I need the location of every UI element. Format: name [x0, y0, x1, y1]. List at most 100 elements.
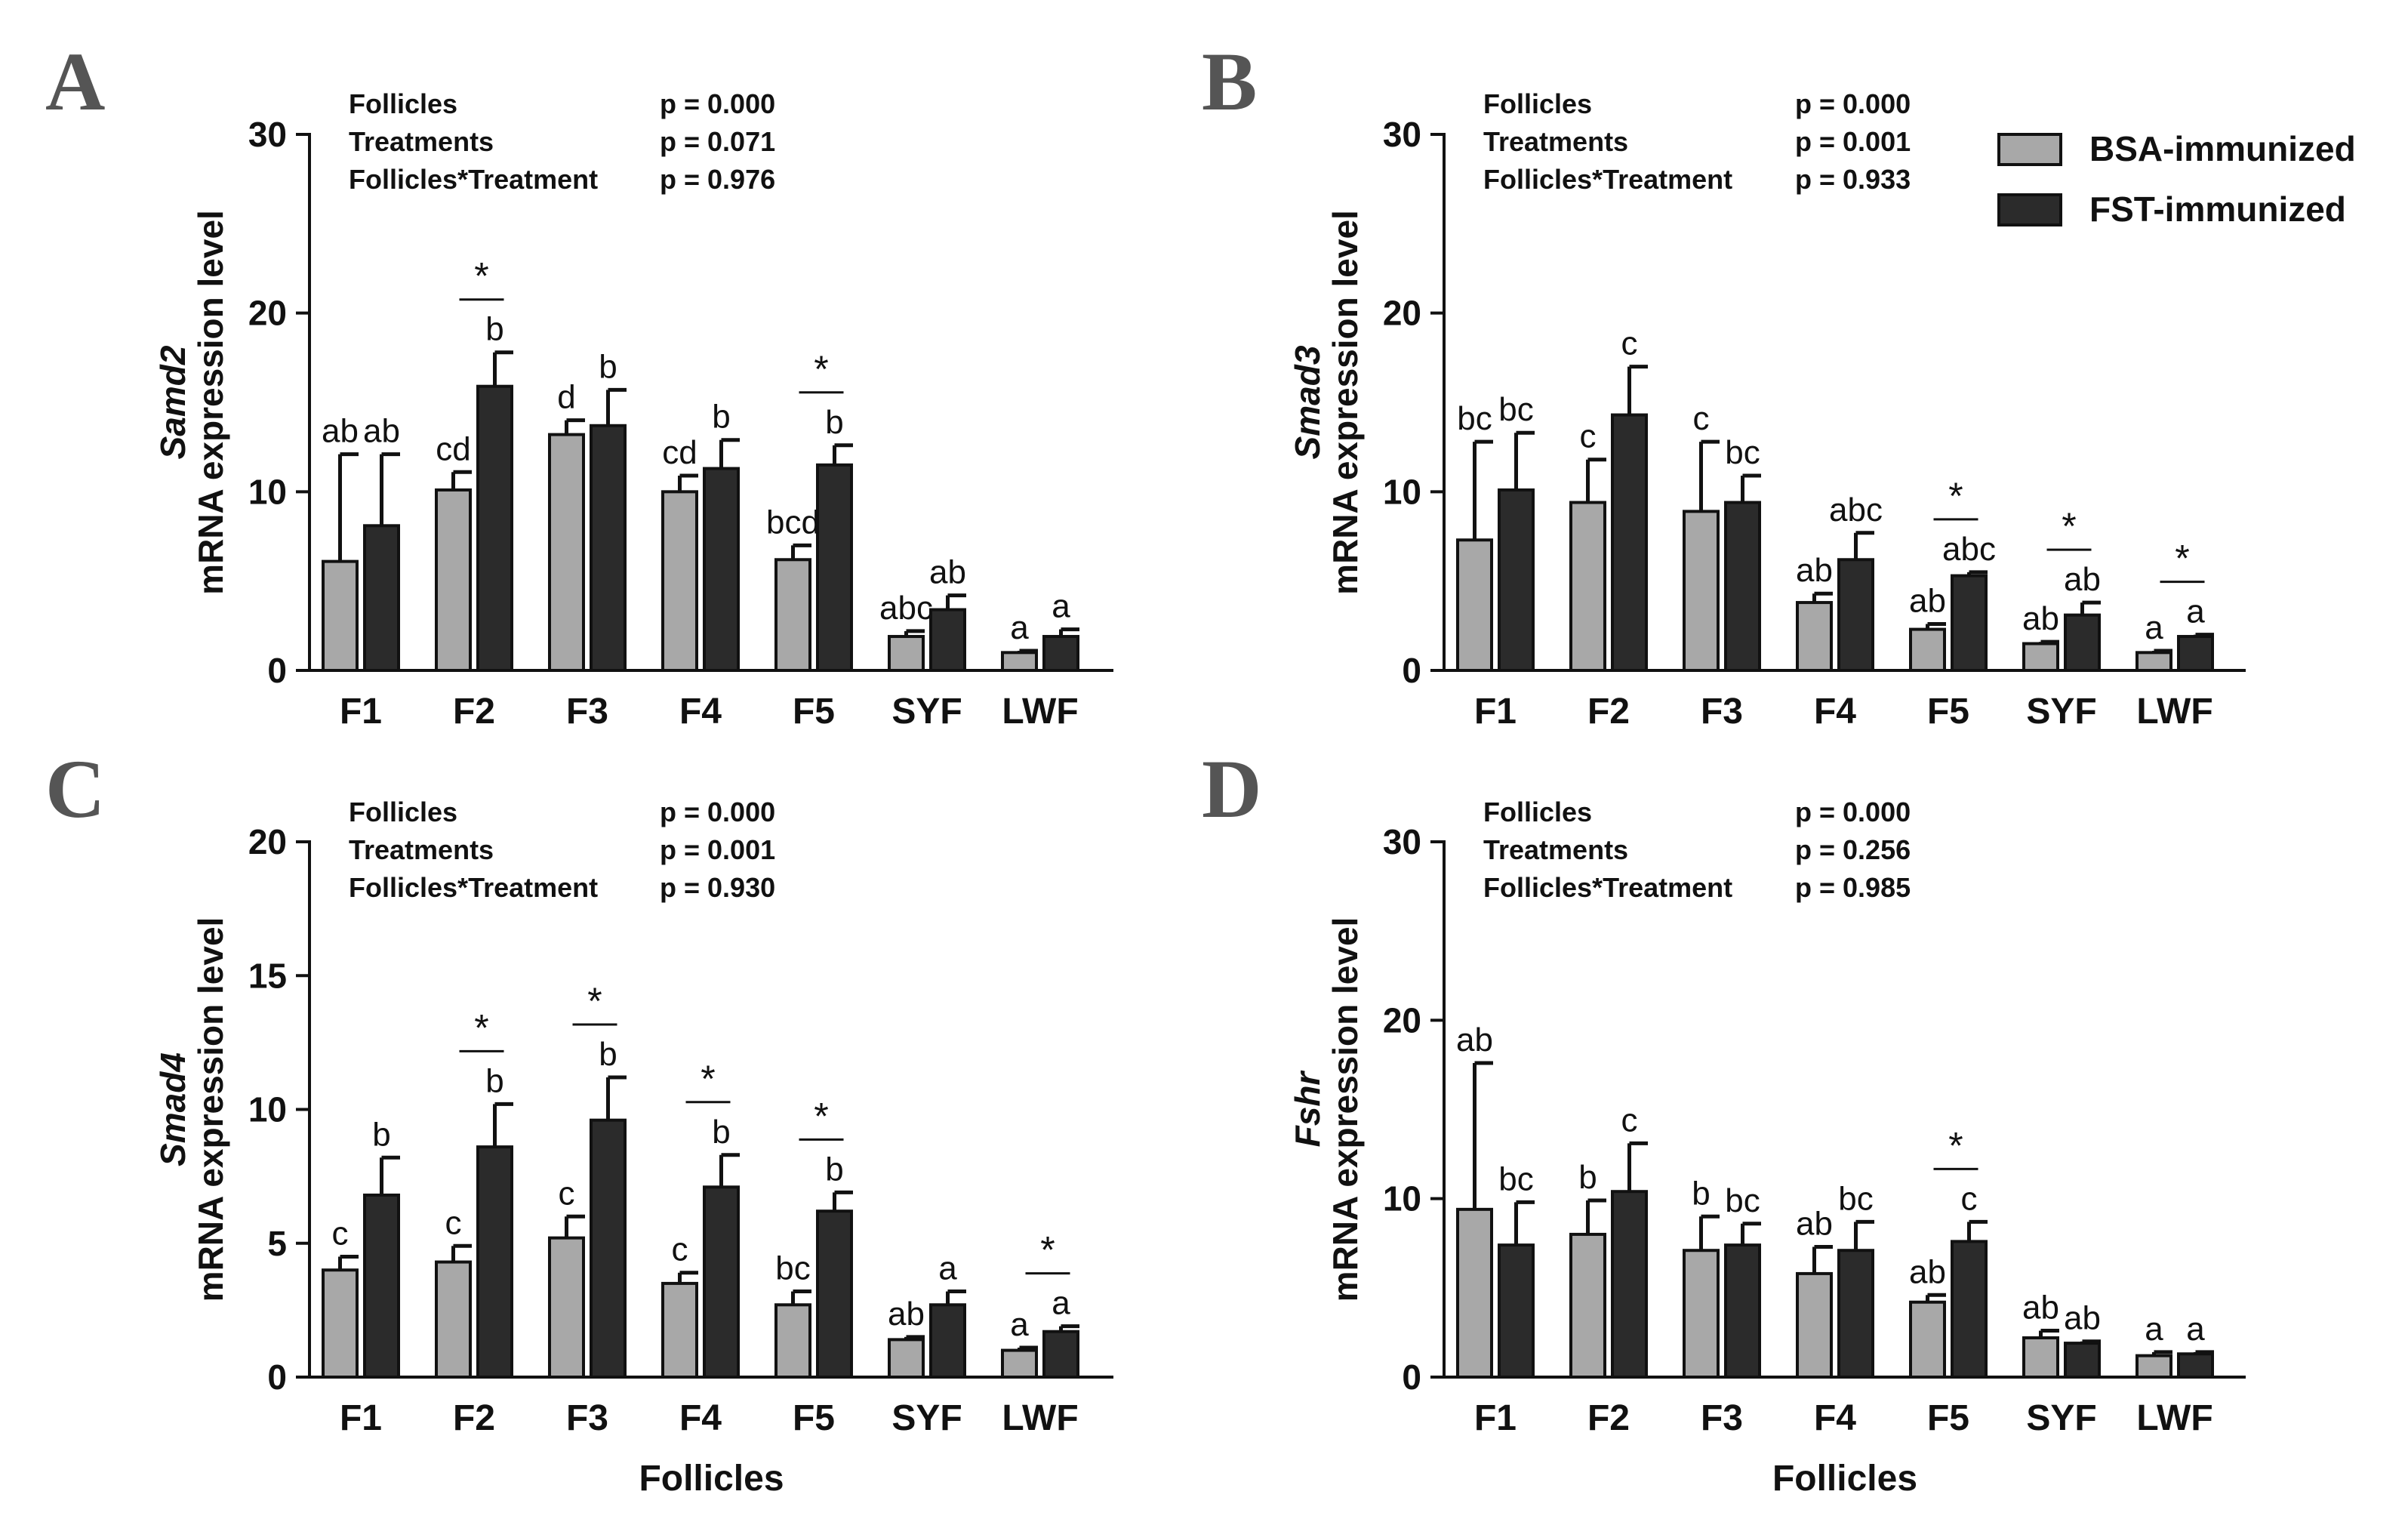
significance-star: * [1040, 1229, 1055, 1271]
x-tick-label: F3 [1701, 1398, 1743, 1438]
stat-p-value: p = 0.000 [660, 797, 775, 827]
significance-letter: b [372, 1116, 390, 1153]
bar-bsa [1909, 1300, 1946, 1379]
significance-letter: bc [1498, 391, 1533, 428]
stat-label: Follicles*Treatment [1483, 164, 1732, 195]
x-tick-label: F2 [1587, 692, 1630, 732]
x-tick-label: SYF [891, 692, 962, 732]
bar-fst [1951, 574, 1988, 672]
y-tick-label: 10 [248, 1090, 287, 1129]
bar-bsa [1456, 1207, 1493, 1379]
y-tick-label: 30 [248, 115, 287, 154]
x-tick-label: F1 [1474, 1398, 1517, 1438]
bar-fst [363, 1193, 400, 1379]
bar-bsa [2135, 651, 2172, 672]
bar-bsa [322, 559, 359, 673]
bar-fst [1498, 1243, 1535, 1379]
significance-letter: bc [1498, 1160, 1533, 1197]
y-tick-label: 5 [267, 1224, 287, 1263]
significance-letter: b [712, 1114, 730, 1151]
y-tick-label: 30 [1383, 115, 1421, 154]
bar-bsa [1796, 601, 1833, 672]
stat-p-value: p = 0.000 [1795, 797, 1911, 827]
panel-letter: A [45, 35, 105, 128]
y-tick-label: 20 [1383, 1000, 1421, 1040]
bar-fst [929, 1303, 966, 1379]
x-axis-label: Follicles [1772, 1459, 1917, 1499]
significance-letter: b [1692, 1175, 1710, 1212]
significance-letter: ab [2064, 561, 2101, 598]
stat-p-value: p = 0.071 [660, 126, 775, 157]
significance-star: * [701, 1058, 715, 1100]
significance-letter: bc [1725, 1182, 1760, 1219]
stat-label: Follicles [1483, 88, 1592, 119]
x-tick-label: SYF [2026, 1398, 2096, 1438]
y-tick-label: 10 [1383, 1179, 1421, 1219]
x-tick-label: F5 [1927, 692, 1969, 732]
x-tick-label: F1 [340, 692, 382, 732]
bar-fst [2177, 635, 2214, 672]
significance-letter: b [485, 1062, 503, 1099]
significance-star: * [1948, 1124, 1963, 1166]
x-tick-label: SYF [2026, 692, 2096, 732]
y-axis-gene-label: Smad3 [1288, 345, 1327, 459]
bar-fst [1042, 635, 1079, 672]
x-tick-label: F5 [1927, 1398, 1969, 1438]
x-tick-label: F2 [1587, 1398, 1630, 1438]
significance-letter: abc [1829, 491, 1883, 528]
significance-letter: cd [436, 430, 470, 467]
x-tick-label: LWF [2136, 692, 2212, 732]
x-tick-label: F4 [679, 692, 722, 732]
y-tick-label: 10 [1383, 472, 1421, 511]
significance-letter: bc [1457, 400, 1492, 437]
stat-label: Treatments [349, 834, 494, 865]
y-axis-gene-label: Fshr [1288, 1071, 1327, 1148]
significance-letter: a [2145, 1311, 2163, 1348]
significance-letter: abc [1942, 531, 1996, 568]
significance-star: * [474, 255, 488, 297]
x-tick-label: F4 [1814, 1398, 1856, 1438]
x-tick-label: F1 [340, 1398, 382, 1438]
significance-letter: cd [662, 434, 697, 471]
x-tick-label: F3 [566, 1398, 608, 1438]
significance-letter: ab [2022, 1290, 2059, 1326]
bar-bsa [1683, 1249, 1720, 1379]
bar-fst [1611, 1190, 1648, 1379]
legend-label-fst: FST-immunized [2089, 190, 2346, 229]
significance-letter: ab [1456, 1021, 1493, 1058]
x-tick-label: F5 [793, 1398, 835, 1438]
stat-p-value: p = 0.000 [1795, 88, 1911, 119]
significance-letter: b [825, 404, 843, 441]
bar-bsa [2022, 642, 2059, 672]
x-tick-label: F5 [793, 692, 835, 732]
bar-fst [1724, 501, 1761, 672]
bar-bsa [774, 558, 811, 672]
bar-bsa [1569, 501, 1606, 672]
bar-bsa [548, 433, 585, 672]
bar-fst [476, 384, 513, 672]
significance-letter: bc [1838, 1180, 1873, 1217]
stat-label: Follicles [1483, 797, 1592, 827]
significance-letter: a [1052, 1285, 1070, 1322]
bar-fst [1837, 558, 1874, 672]
significance-letter: bc [1725, 434, 1760, 471]
legend-swatch-fst [1997, 193, 2062, 226]
significance-star: * [1948, 475, 1963, 517]
stat-p-value: p = 0.001 [1795, 126, 1911, 157]
x-tick-label: F1 [1474, 692, 1517, 732]
y-tick-label: 20 [248, 294, 287, 333]
significance-letter: b [485, 311, 503, 348]
stat-p-value: p = 0.976 [660, 164, 775, 195]
bar-bsa [1569, 1232, 1606, 1379]
panel-letter: D [1202, 743, 1261, 835]
panel-letter: C [45, 743, 105, 835]
significance-letter: a [1052, 588, 1070, 625]
bar-fst [1042, 1330, 1079, 1379]
y-tick-label: 0 [267, 1357, 287, 1397]
bar-bsa [435, 1260, 472, 1379]
x-tick-label: F3 [566, 692, 608, 732]
